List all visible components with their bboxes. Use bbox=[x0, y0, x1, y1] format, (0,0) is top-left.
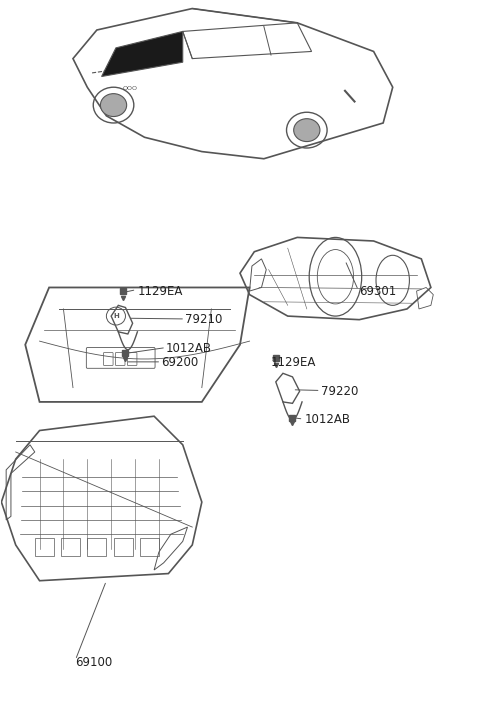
Bar bbox=[114, 538, 132, 556]
Text: 79220: 79220 bbox=[321, 385, 359, 398]
Text: 1129EA: 1129EA bbox=[137, 284, 183, 297]
Text: 1129EA: 1129EA bbox=[271, 356, 316, 369]
Text: 69200: 69200 bbox=[161, 356, 199, 369]
Text: 1012AB: 1012AB bbox=[304, 414, 350, 426]
Text: 69301: 69301 bbox=[360, 284, 396, 297]
Text: 79210: 79210 bbox=[185, 313, 223, 326]
Bar bbox=[87, 538, 107, 556]
Ellipse shape bbox=[294, 118, 320, 141]
Text: OOO: OOO bbox=[123, 86, 138, 91]
Text: H: H bbox=[113, 313, 119, 319]
Polygon shape bbox=[102, 32, 183, 77]
Text: 1012AB: 1012AB bbox=[166, 342, 212, 355]
Bar bbox=[140, 538, 159, 556]
Bar bbox=[35, 538, 54, 556]
Bar bbox=[61, 538, 80, 556]
Ellipse shape bbox=[100, 93, 127, 116]
Text: 69100: 69100 bbox=[75, 656, 113, 669]
